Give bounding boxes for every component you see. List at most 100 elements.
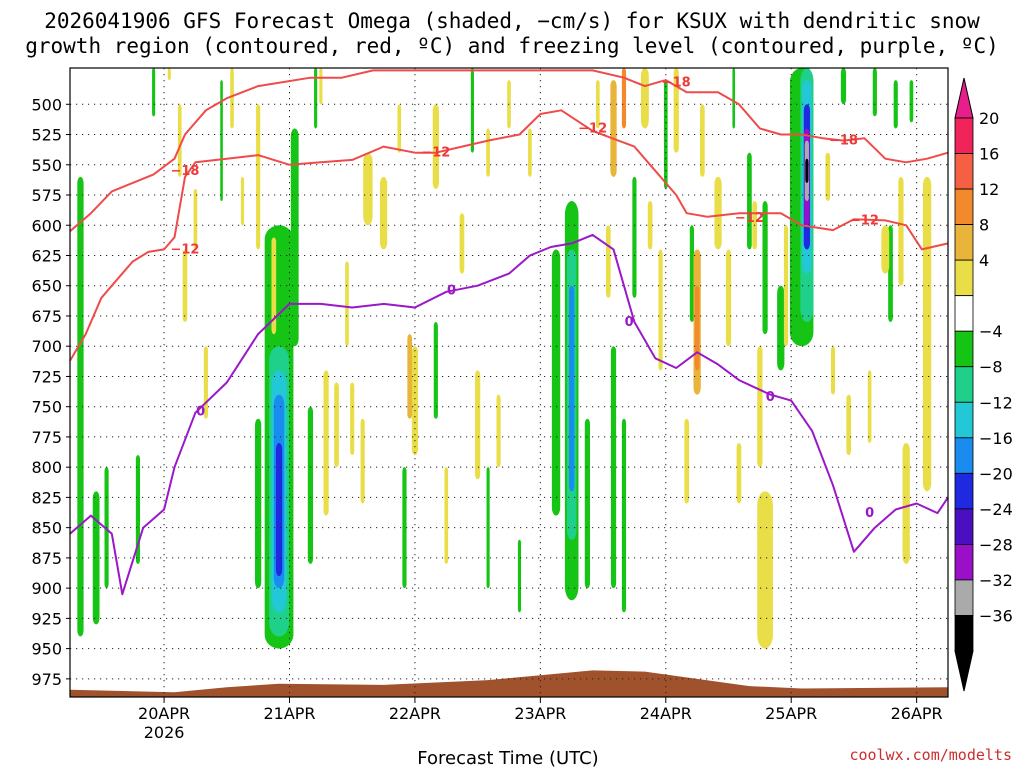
omega-ascent-weak bbox=[872, 68, 877, 117]
colorbar-label: −16 bbox=[979, 429, 1013, 448]
y-tick-label: 550 bbox=[31, 156, 62, 175]
omega-ascent-weak bbox=[747, 152, 752, 250]
contour-label: 0 bbox=[625, 315, 634, 330]
omega-descent-weak bbox=[193, 188, 198, 250]
dgz-isotherm-line bbox=[69, 69, 949, 233]
omega-descent-weak bbox=[605, 225, 611, 298]
omega-ascent-weak bbox=[314, 68, 318, 129]
omega-ascent-weak bbox=[486, 467, 490, 589]
colorbar-label: −12 bbox=[979, 393, 1013, 412]
omega-descent-weak bbox=[240, 176, 245, 226]
x-tick-label: 21APR bbox=[263, 704, 315, 723]
contour-label: 0 bbox=[766, 390, 775, 405]
colorbar-swatch bbox=[954, 615, 974, 652]
contour-label: −12 bbox=[421, 146, 450, 161]
omega-descent-weak bbox=[658, 249, 663, 371]
colorbar-swatch bbox=[954, 544, 974, 581]
y-tick-label: 975 bbox=[31, 670, 62, 689]
omega-descent-weak bbox=[167, 68, 171, 81]
credit-link[interactable]: coolwx.com/modelts bbox=[849, 746, 1012, 764]
omega-descent-weak bbox=[350, 382, 355, 456]
omega-descent-weak bbox=[475, 370, 481, 480]
x-tick-sublabel: 2026 bbox=[144, 723, 185, 742]
plot-frame bbox=[69, 67, 949, 698]
colorbar-swatch bbox=[954, 117, 974, 154]
omega-ascent-weak bbox=[632, 176, 637, 298]
omega-ascent-weak bbox=[584, 418, 591, 589]
contour-lines: −12 −12 −12 −12 −12 −18 −18 −18 0 0 0 0 0 bbox=[69, 69, 949, 596]
y-tick-label: 500 bbox=[31, 95, 62, 114]
omega-descent-strong bbox=[621, 68, 627, 129]
dgz-isotherm-line bbox=[69, 109, 949, 362]
omega-descent-weak bbox=[736, 442, 742, 504]
y-tick-label: 950 bbox=[31, 640, 62, 659]
colorbar-top-arrow bbox=[954, 77, 974, 119]
omega-descent-weak bbox=[271, 237, 277, 335]
colorbar-swatch bbox=[954, 508, 974, 545]
colorbar-swatch bbox=[954, 330, 974, 368]
contour-label: 0 bbox=[196, 405, 205, 420]
omega-ascent-weak bbox=[290, 128, 299, 347]
omega-descent-weak bbox=[397, 104, 402, 153]
omega-descent-weak bbox=[867, 370, 872, 443]
contour-label: −18 bbox=[662, 76, 691, 91]
colorbar-swatch bbox=[954, 437, 974, 474]
y-tick-label: 650 bbox=[31, 277, 62, 296]
omega-descent-weak bbox=[922, 176, 932, 492]
colorbar-label: −28 bbox=[979, 535, 1013, 554]
contour-label: −12 bbox=[578, 121, 607, 136]
omega-ascent-weak bbox=[220, 80, 223, 202]
omega-descent-weak bbox=[360, 418, 365, 504]
chart-title-line1: 2026041906 GFS Forecast Omega (shaded, −… bbox=[44, 9, 980, 33]
contour-label: −12 bbox=[170, 242, 199, 257]
x-tick-label: 20APR bbox=[138, 704, 190, 723]
colorbar-swatch bbox=[954, 188, 974, 225]
colorbar-bottom-arrow bbox=[954, 650, 974, 692]
omega-ascent-max bbox=[805, 158, 809, 183]
omega-descent-weak bbox=[881, 225, 890, 274]
y-axis-ticks: 500 525 550 575 600 625 650 675 700 725 750 775 800 8… bbox=[31, 95, 70, 689]
grid-lines bbox=[70, 68, 948, 697]
omega-descent-weak bbox=[830, 346, 836, 395]
omega-descent-weak bbox=[230, 68, 234, 129]
colorbar-label: −36 bbox=[979, 606, 1013, 625]
freezing-level-line bbox=[69, 233, 949, 596]
omega-descent-weak bbox=[640, 68, 649, 129]
omega-ascent-weak bbox=[77, 176, 84, 637]
omega-ascent-weak bbox=[152, 68, 156, 117]
colorbar-label: −20 bbox=[979, 464, 1013, 483]
colorbar-label: 8 bbox=[979, 216, 989, 235]
omega-descent-weak bbox=[825, 152, 831, 202]
colorbar-swatch bbox=[954, 295, 974, 332]
contour-label: −12 bbox=[735, 211, 764, 226]
omega-descent-weak bbox=[898, 176, 904, 286]
colorbar-label: −24 bbox=[979, 500, 1013, 519]
omega-descent-strong bbox=[694, 285, 700, 371]
y-tick-label: 700 bbox=[31, 337, 62, 356]
omega-descent-weak bbox=[684, 418, 690, 504]
omega-ascent-weak bbox=[517, 539, 522, 613]
y-tick-label: 900 bbox=[31, 579, 62, 598]
omega-ascent-weak bbox=[433, 322, 438, 419]
colorbar-swatch bbox=[954, 153, 974, 190]
omega-descent-weak bbox=[846, 394, 852, 456]
terrain-fill bbox=[70, 670, 948, 697]
omega-ascent-weak bbox=[762, 201, 768, 335]
omega-ascent-weak bbox=[92, 491, 100, 625]
x-tick-label: 26APR bbox=[891, 704, 943, 723]
omega-descent-weak bbox=[444, 467, 449, 564]
y-tick-label: 525 bbox=[31, 126, 62, 145]
omega-ascent-weak bbox=[909, 80, 914, 123]
contour-label: −18 bbox=[829, 134, 858, 149]
chart-title-line2: growth region (contoured, red, ºC) and f… bbox=[25, 34, 999, 58]
omega-ascent-weak bbox=[610, 346, 617, 589]
omega-descent-weak bbox=[700, 104, 705, 177]
colorbar-swatch bbox=[954, 366, 974, 403]
colorbar: 20 16 12 8 4 −4 −8 −12 −16 −20 −24 −28 −32 −36 bbox=[954, 77, 1013, 692]
omega-descent-moderate bbox=[407, 334, 413, 419]
omega-descent-weak bbox=[432, 104, 439, 189]
colorbar-label: 20 bbox=[979, 109, 999, 128]
omega-ascent-weak bbox=[888, 225, 893, 323]
